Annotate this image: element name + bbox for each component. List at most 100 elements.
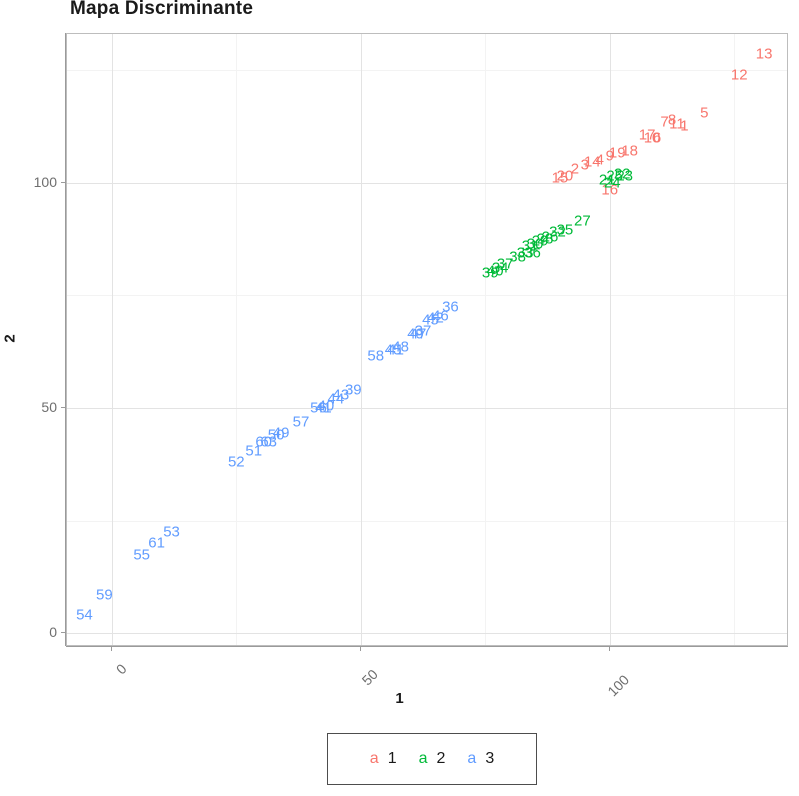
- y-axis-tick: [61, 181, 66, 183]
- data-point-label: 22: [613, 165, 631, 183]
- data-point-label: 11: [669, 115, 685, 133]
- data-point-label: 12: [730, 66, 748, 84]
- data-point-label: 40: [486, 262, 504, 280]
- data-point-label: 3: [580, 156, 590, 174]
- legend-item-label: 3: [485, 750, 495, 767]
- data-point-label: 7: [660, 113, 669, 131]
- x-axis-tick: [608, 646, 610, 651]
- data-point-label: 36: [524, 244, 541, 262]
- gridline-major-vertical: [609, 34, 611, 645]
- data-point-label: 29: [531, 232, 549, 250]
- data-point-label: 19: [608, 144, 626, 162]
- gridline-minor-vertical: [236, 34, 238, 645]
- data-point-label: 13: [755, 45, 773, 63]
- data-point-label: 54: [76, 606, 93, 624]
- data-point-label: 48: [392, 338, 409, 356]
- data-point-label: 55: [133, 546, 151, 564]
- legend-key-glyph: a: [418, 750, 428, 767]
- data-point-label: 30: [526, 235, 544, 253]
- data-point-label: 36: [442, 298, 459, 316]
- data-point-label: 33: [516, 244, 534, 262]
- legend-item-label: 1: [387, 750, 397, 767]
- data-point-label: 20: [556, 167, 574, 185]
- data-point-label: 23: [616, 167, 634, 185]
- gridline-minor-horizontal: [67, 70, 787, 72]
- data-point-label: 15: [551, 169, 569, 187]
- legend-key-glyph: a: [467, 750, 477, 767]
- data-point-label: 49: [272, 424, 290, 442]
- data-point-label: 26: [541, 228, 559, 246]
- gridline-minor-horizontal: [67, 520, 787, 522]
- x-axis-tick: [110, 646, 112, 651]
- data-point-label: 57: [292, 413, 310, 431]
- data-point-label: 40: [317, 397, 335, 415]
- y-axis-tick-label: 50: [41, 399, 57, 416]
- data-point-label: 44: [327, 390, 345, 408]
- legend-key-glyph: a: [369, 750, 379, 767]
- gridline-major-horizontal: [67, 408, 787, 410]
- data-point-label: 43: [332, 386, 350, 404]
- gridline-major-horizontal: [67, 182, 787, 184]
- data-point-label: 35: [556, 221, 574, 239]
- plot-panel: 13 12 5 1 8 11 7 6 17 10 18 19 9 4 14 3 2 20 15 16 22 25 21 23 2…: [66, 33, 788, 646]
- data-point-label: 58: [367, 347, 385, 365]
- data-point-label: 2: [570, 160, 580, 178]
- data-point-label: 31: [521, 237, 539, 255]
- data-point-label: 45: [384, 341, 402, 358]
- data-point-label: 42: [427, 309, 444, 327]
- page-title: Mapa Discriminante: [70, 0, 254, 19]
- y-axis-tick: [61, 407, 66, 409]
- gridline-major-horizontal: [67, 633, 787, 635]
- data-point-label: 37: [496, 255, 514, 273]
- data-point-label: 46: [432, 307, 449, 325]
- x-axis-title: 1: [395, 690, 404, 707]
- x-axis-tick-label: 50: [358, 666, 381, 689]
- y-axis-tick: [61, 632, 66, 634]
- data-point-label: 32: [549, 223, 566, 241]
- data-point-label: 41: [315, 399, 332, 417]
- data-point-label: 10: [643, 129, 661, 147]
- y-axis-line: [65, 33, 66, 646]
- data-point-label: 47: [409, 325, 427, 343]
- data-point-label: 37: [414, 322, 432, 340]
- data-point-label: 8: [667, 111, 677, 129]
- y-axis-title: 2: [1, 334, 19, 343]
- data-point-label: 45: [422, 311, 439, 329]
- gridline-major-vertical: [360, 34, 362, 645]
- data-point-label: 53: [163, 523, 180, 541]
- data-point-label: 14: [583, 153, 601, 171]
- data-point-label: 24: [603, 174, 621, 192]
- data-point-label: 60: [255, 433, 273, 451]
- data-point-label: 51: [245, 442, 263, 460]
- data-point-label: 4: [595, 151, 604, 169]
- gridline-minor-vertical: [734, 34, 736, 645]
- data-point-label: 39: [344, 381, 362, 399]
- data-point-label: 5: [700, 104, 709, 122]
- data-point-label: 61: [148, 534, 165, 552]
- data-point-label: 21: [598, 171, 616, 189]
- gridline-major-vertical: [111, 34, 113, 645]
- data-point-label: 9: [605, 147, 614, 165]
- legend-item-label: 2: [436, 750, 446, 767]
- data-point-label: 59: [96, 586, 113, 604]
- data-point-label: 34: [491, 259, 509, 277]
- y-axis-tick-label: 100: [33, 173, 57, 190]
- x-axis-tick-label: 0: [112, 660, 130, 678]
- data-point-label: 63: [260, 433, 277, 451]
- data-point-label: 17: [638, 126, 656, 144]
- data-point-label: 38: [509, 248, 526, 266]
- y-axis-tick-label: 0: [49, 624, 57, 641]
- data-point-label: 56: [310, 399, 327, 417]
- data-point-label: 16: [601, 181, 619, 198]
- data-point-label: 50: [267, 426, 285, 444]
- data-point-label: 52: [227, 453, 245, 471]
- data-point-label: 1: [680, 117, 689, 135]
- gridline-minor-horizontal: [67, 295, 787, 297]
- x-axis-line: [66, 646, 788, 647]
- data-point-label: 27: [574, 212, 591, 230]
